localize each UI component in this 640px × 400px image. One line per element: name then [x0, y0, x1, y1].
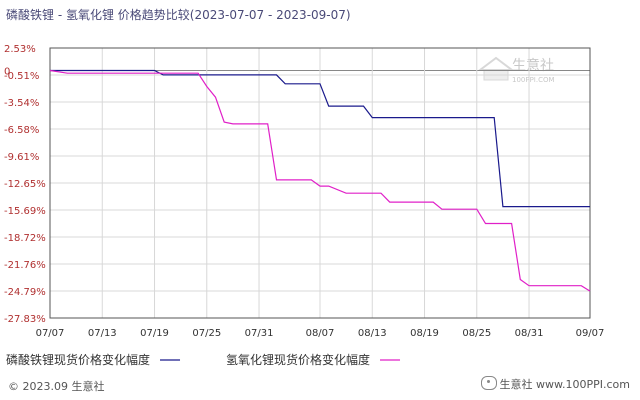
y-tick-label: -18.72% — [4, 233, 46, 244]
axes — [49, 47, 591, 319]
footer-brand-text: 生意社 www.100PPI.com — [499, 378, 630, 391]
y-tick-label: -12.65% — [4, 179, 46, 190]
footer-brand: 生意社 www.100PPI.com — [480, 376, 630, 392]
plot-frame — [49, 47, 591, 319]
x-tick-label: 07/19 — [140, 328, 169, 339]
y-tick-label: -27.83% — [4, 314, 46, 325]
x-tick-label: 08/07 — [306, 328, 335, 339]
x-tick-label: 08/25 — [462, 328, 491, 339]
x-tick-label: 08/31 — [515, 328, 544, 339]
y-tick-label: -6.58% — [4, 125, 39, 136]
grid — [49, 47, 591, 319]
y-tick-label: -15.69% — [4, 206, 46, 217]
y-tick-label: -9.61% — [4, 152, 39, 163]
watermark-brand: 生意社 — [512, 57, 554, 74]
y-tick-label: -21.76% — [4, 260, 46, 271]
x-tick-labels: 07/07 07/13 07/19 07/25 07/31 08/07 08/13 08/19… — [36, 328, 605, 339]
wechat-icon — [480, 376, 497, 390]
legend: 磷酸铁锂现货价格变化幅度 氢氧化锂现货价格变化幅度 — [6, 352, 401, 367]
x-tick-label: 07/07 — [36, 328, 65, 339]
y-tick-label: 2.53% — [4, 44, 36, 55]
x-tick-label: 07/13 — [88, 328, 117, 339]
y-tick-label: -3.54% — [4, 98, 39, 109]
chart-title: 磷酸铁锂 - 氢氧化锂 价格趋势比较(2023-07-07 - 2023-09-… — [6, 8, 351, 22]
series-line-2 — [49, 69, 591, 292]
x-tick-label: 07/31 — [245, 328, 274, 339]
watermark-url: 100PPI.COM — [512, 76, 555, 84]
y-tick-label: -0.51% — [4, 71, 39, 82]
y-origin-label: 0 — [4, 67, 10, 78]
y-tick-label: -24.79% — [4, 287, 46, 298]
legend-label-1: 磷酸铁锂现货价格变化幅度 — [6, 352, 150, 367]
y-tick-labels: 2.53% -0.51% -3.54% -6.58% -9.61% -12.65% -15.… — [4, 44, 46, 325]
x-tick-label: 08/19 — [410, 328, 439, 339]
legend-label-2: 氢氧化锂现货价格变化幅度 — [226, 352, 370, 367]
series-line-1 — [50, 69, 590, 208]
x-tick-label: 08/13 — [358, 328, 387, 339]
series-lines — [49, 69, 591, 292]
x-tick-label: 09/07 — [576, 328, 605, 339]
copyright-text: © 2023.09 生意社 — [8, 380, 105, 393]
x-tick-label: 07/25 — [192, 328, 221, 339]
